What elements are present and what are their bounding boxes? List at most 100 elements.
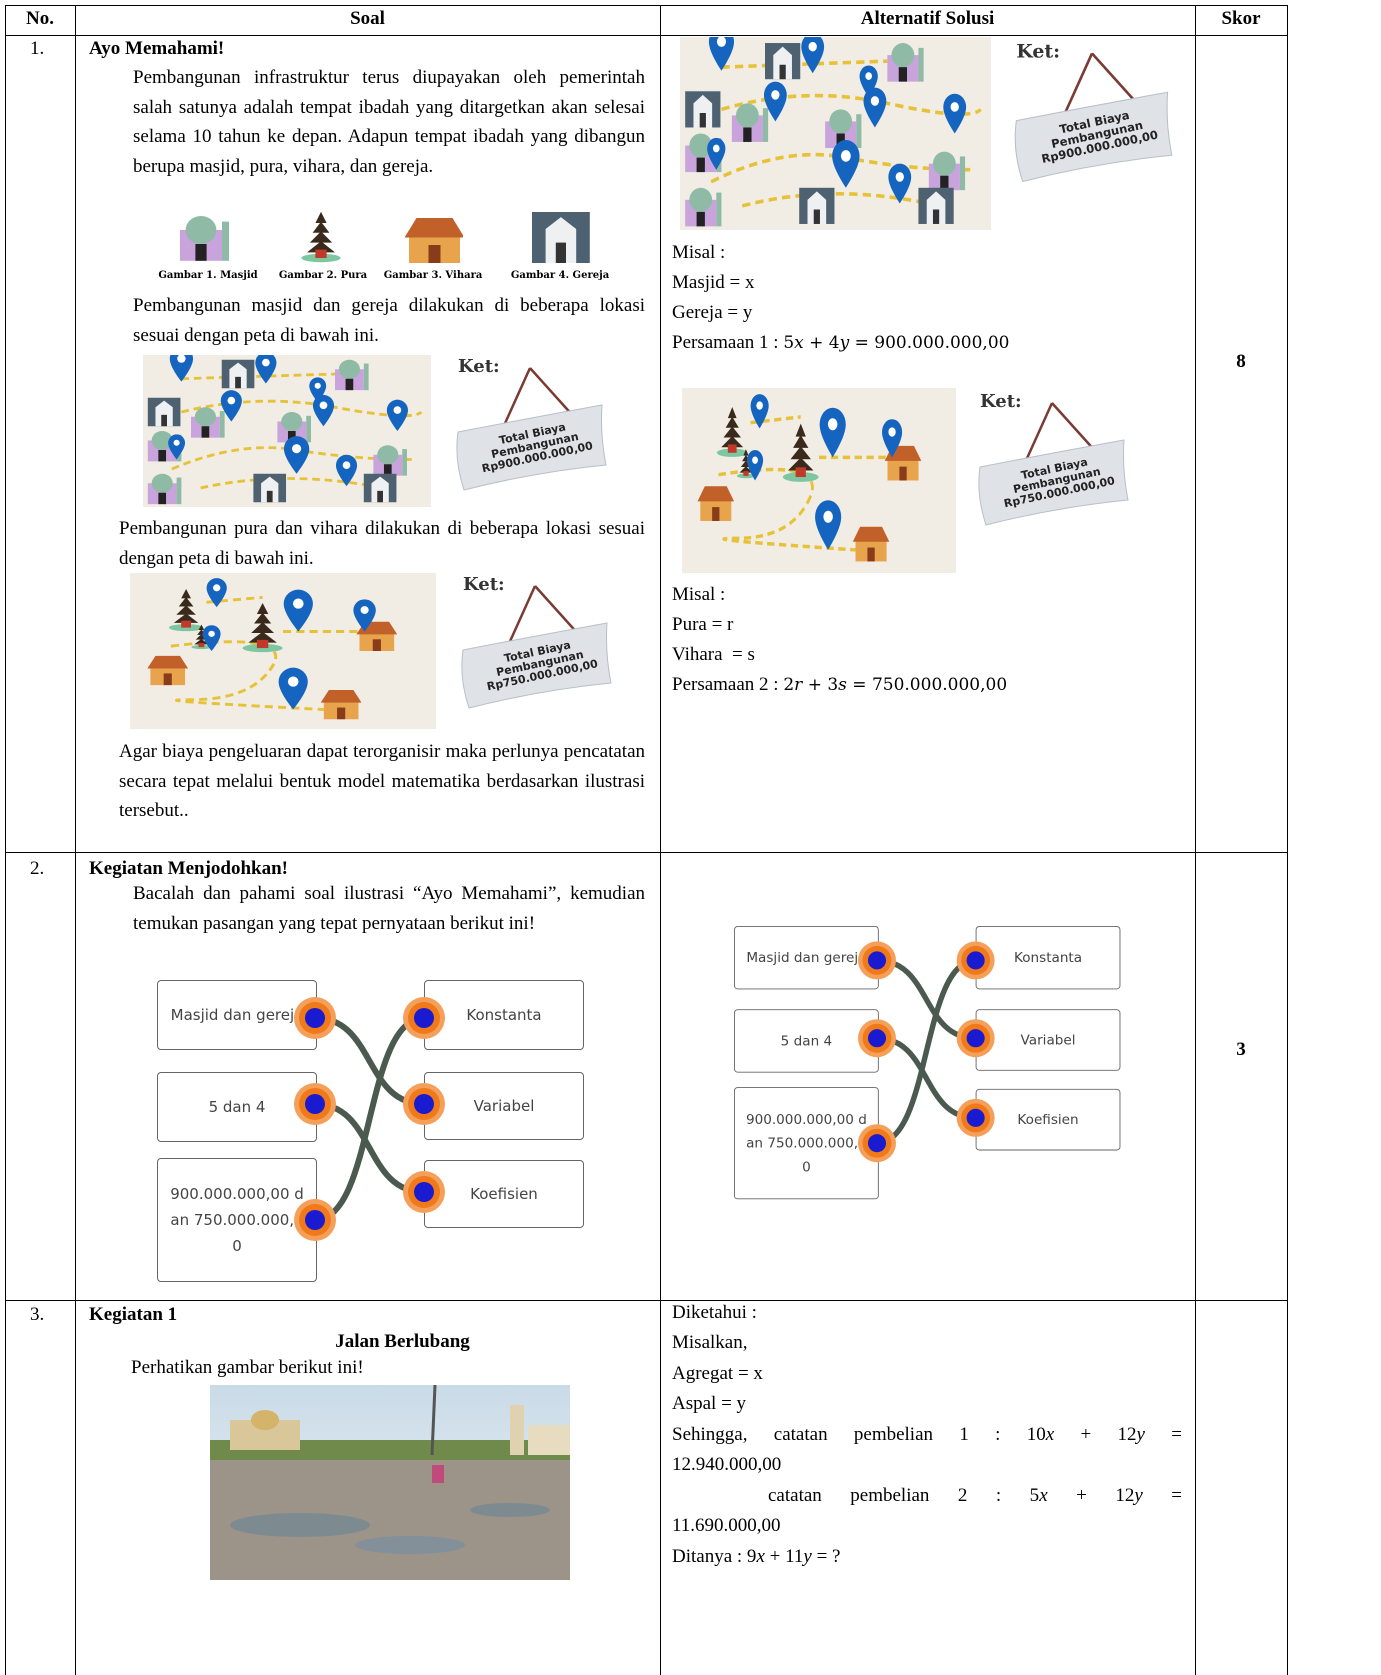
pura: [194, 638, 209, 645]
text: Masjid = x: [672, 272, 755, 293]
door: [699, 112, 706, 128]
door: [898, 67, 908, 82]
sign: Ket: Total Biaya Pembangunan Rp900.000.000,…: [1008, 41, 1176, 192]
pura: [727, 406, 737, 419]
sign-label: Ket:: [1016, 40, 1061, 63]
door: [235, 376, 241, 389]
paragraph: Pembangunan infrastruktur terus diupayak…: [133, 67, 645, 177]
text: Misal :: [672, 242, 726, 263]
door: [428, 245, 441, 263]
connections: [857, 941, 995, 1163]
text: catatan pembelian 2 : 5x + 12y =: [768, 1485, 1182, 1506]
pura: [173, 613, 199, 623]
row-number: 3.: [30, 1304, 45, 1325]
border: [75, 5, 76, 1675]
border: [1195, 5, 1196, 1675]
dot: [966, 951, 985, 970]
caption: Gambar 4. Gereja: [510, 270, 610, 281]
pin-hole: [752, 456, 758, 464]
roof: [852, 526, 890, 542]
pin-hole: [262, 358, 270, 367]
sign-label: Ket:: [980, 391, 1022, 412]
matching: Masjid dan gereja 5 dan 4 900.000.000,00 d…: [734, 926, 1123, 1202]
text: Diketahui :: [672, 1302, 757, 1323]
pin-hole: [756, 401, 763, 410]
church: [693, 94, 713, 128]
pin: [386, 399, 408, 431]
match-box: Konstanta: [424, 980, 584, 1050]
pura: [721, 436, 744, 448]
tower: [363, 363, 369, 391]
pura: [723, 426, 742, 438]
door: [383, 464, 392, 476]
text: 12.940.000,00: [672, 1454, 782, 1475]
door: [555, 242, 566, 263]
dome: [932, 151, 956, 176]
roof: [404, 218, 463, 238]
dome: [377, 445, 399, 465]
pura: [181, 588, 191, 599]
icon: [404, 218, 463, 263]
door: [201, 426, 210, 438]
pin-hole: [865, 72, 872, 80]
door: [337, 707, 346, 720]
dome: [338, 359, 360, 379]
pin: [882, 419, 903, 458]
pin-hole: [177, 355, 186, 363]
pin: [832, 139, 860, 188]
door: [940, 175, 949, 191]
pin-hole: [314, 382, 321, 389]
text: Gereja = y: [672, 302, 753, 323]
dot: [867, 1134, 887, 1153]
dot: [414, 1094, 434, 1114]
header: No.: [26, 8, 54, 29]
dome: [689, 187, 713, 212]
pin: [283, 589, 313, 632]
dot: [867, 951, 887, 970]
dome: [194, 407, 216, 427]
sign-shape: [456, 367, 607, 491]
title: Kegiatan 1: [89, 1304, 178, 1325]
pura: [254, 612, 272, 624]
pin: [943, 93, 967, 134]
pin: [202, 625, 221, 651]
caption: Gambar 2. Pura: [278, 270, 368, 281]
paragraph: Agar biaya pengeluaran dapat terorganisi…: [119, 741, 645, 821]
text: 11.690.000,00: [672, 1515, 781, 1536]
pin: [763, 81, 787, 122]
door: [867, 547, 875, 562]
door: [696, 157, 705, 173]
pura-base: [315, 249, 327, 258]
border: [660, 5, 661, 1675]
church: [807, 191, 827, 224]
tower: [762, 108, 769, 142]
score: 8: [1236, 351, 1246, 372]
sign-shape: [978, 402, 1129, 526]
label: Persamaan 2 :: [672, 674, 779, 695]
dome: [829, 109, 853, 134]
pura: [795, 423, 806, 437]
tower: [402, 449, 407, 476]
text: Ditanya : 9x + 11y = ?: [672, 1546, 841, 1567]
pin: [747, 449, 764, 481]
pura: [176, 605, 196, 615]
border: [5, 852, 1288, 853]
pin: [283, 436, 310, 474]
match-box: 900.000.000,00 dan 750.000.000,00: [157, 1158, 317, 1282]
door: [377, 490, 383, 503]
pin: [168, 434, 186, 460]
pura: [312, 221, 330, 233]
photo: [210, 1385, 570, 1580]
pin-hole: [291, 444, 302, 454]
pin: [220, 390, 242, 422]
pin: [801, 37, 825, 74]
sign-shape: [1014, 52, 1173, 183]
text: Pura = r: [672, 614, 734, 635]
equation: 5x + 4y = 900.000.000,00: [783, 333, 1010, 353]
pura: [725, 416, 739, 428]
door: [813, 209, 820, 224]
pin-hole: [716, 37, 727, 47]
match-box: Koefisien: [424, 1160, 584, 1228]
string: [500, 367, 576, 431]
